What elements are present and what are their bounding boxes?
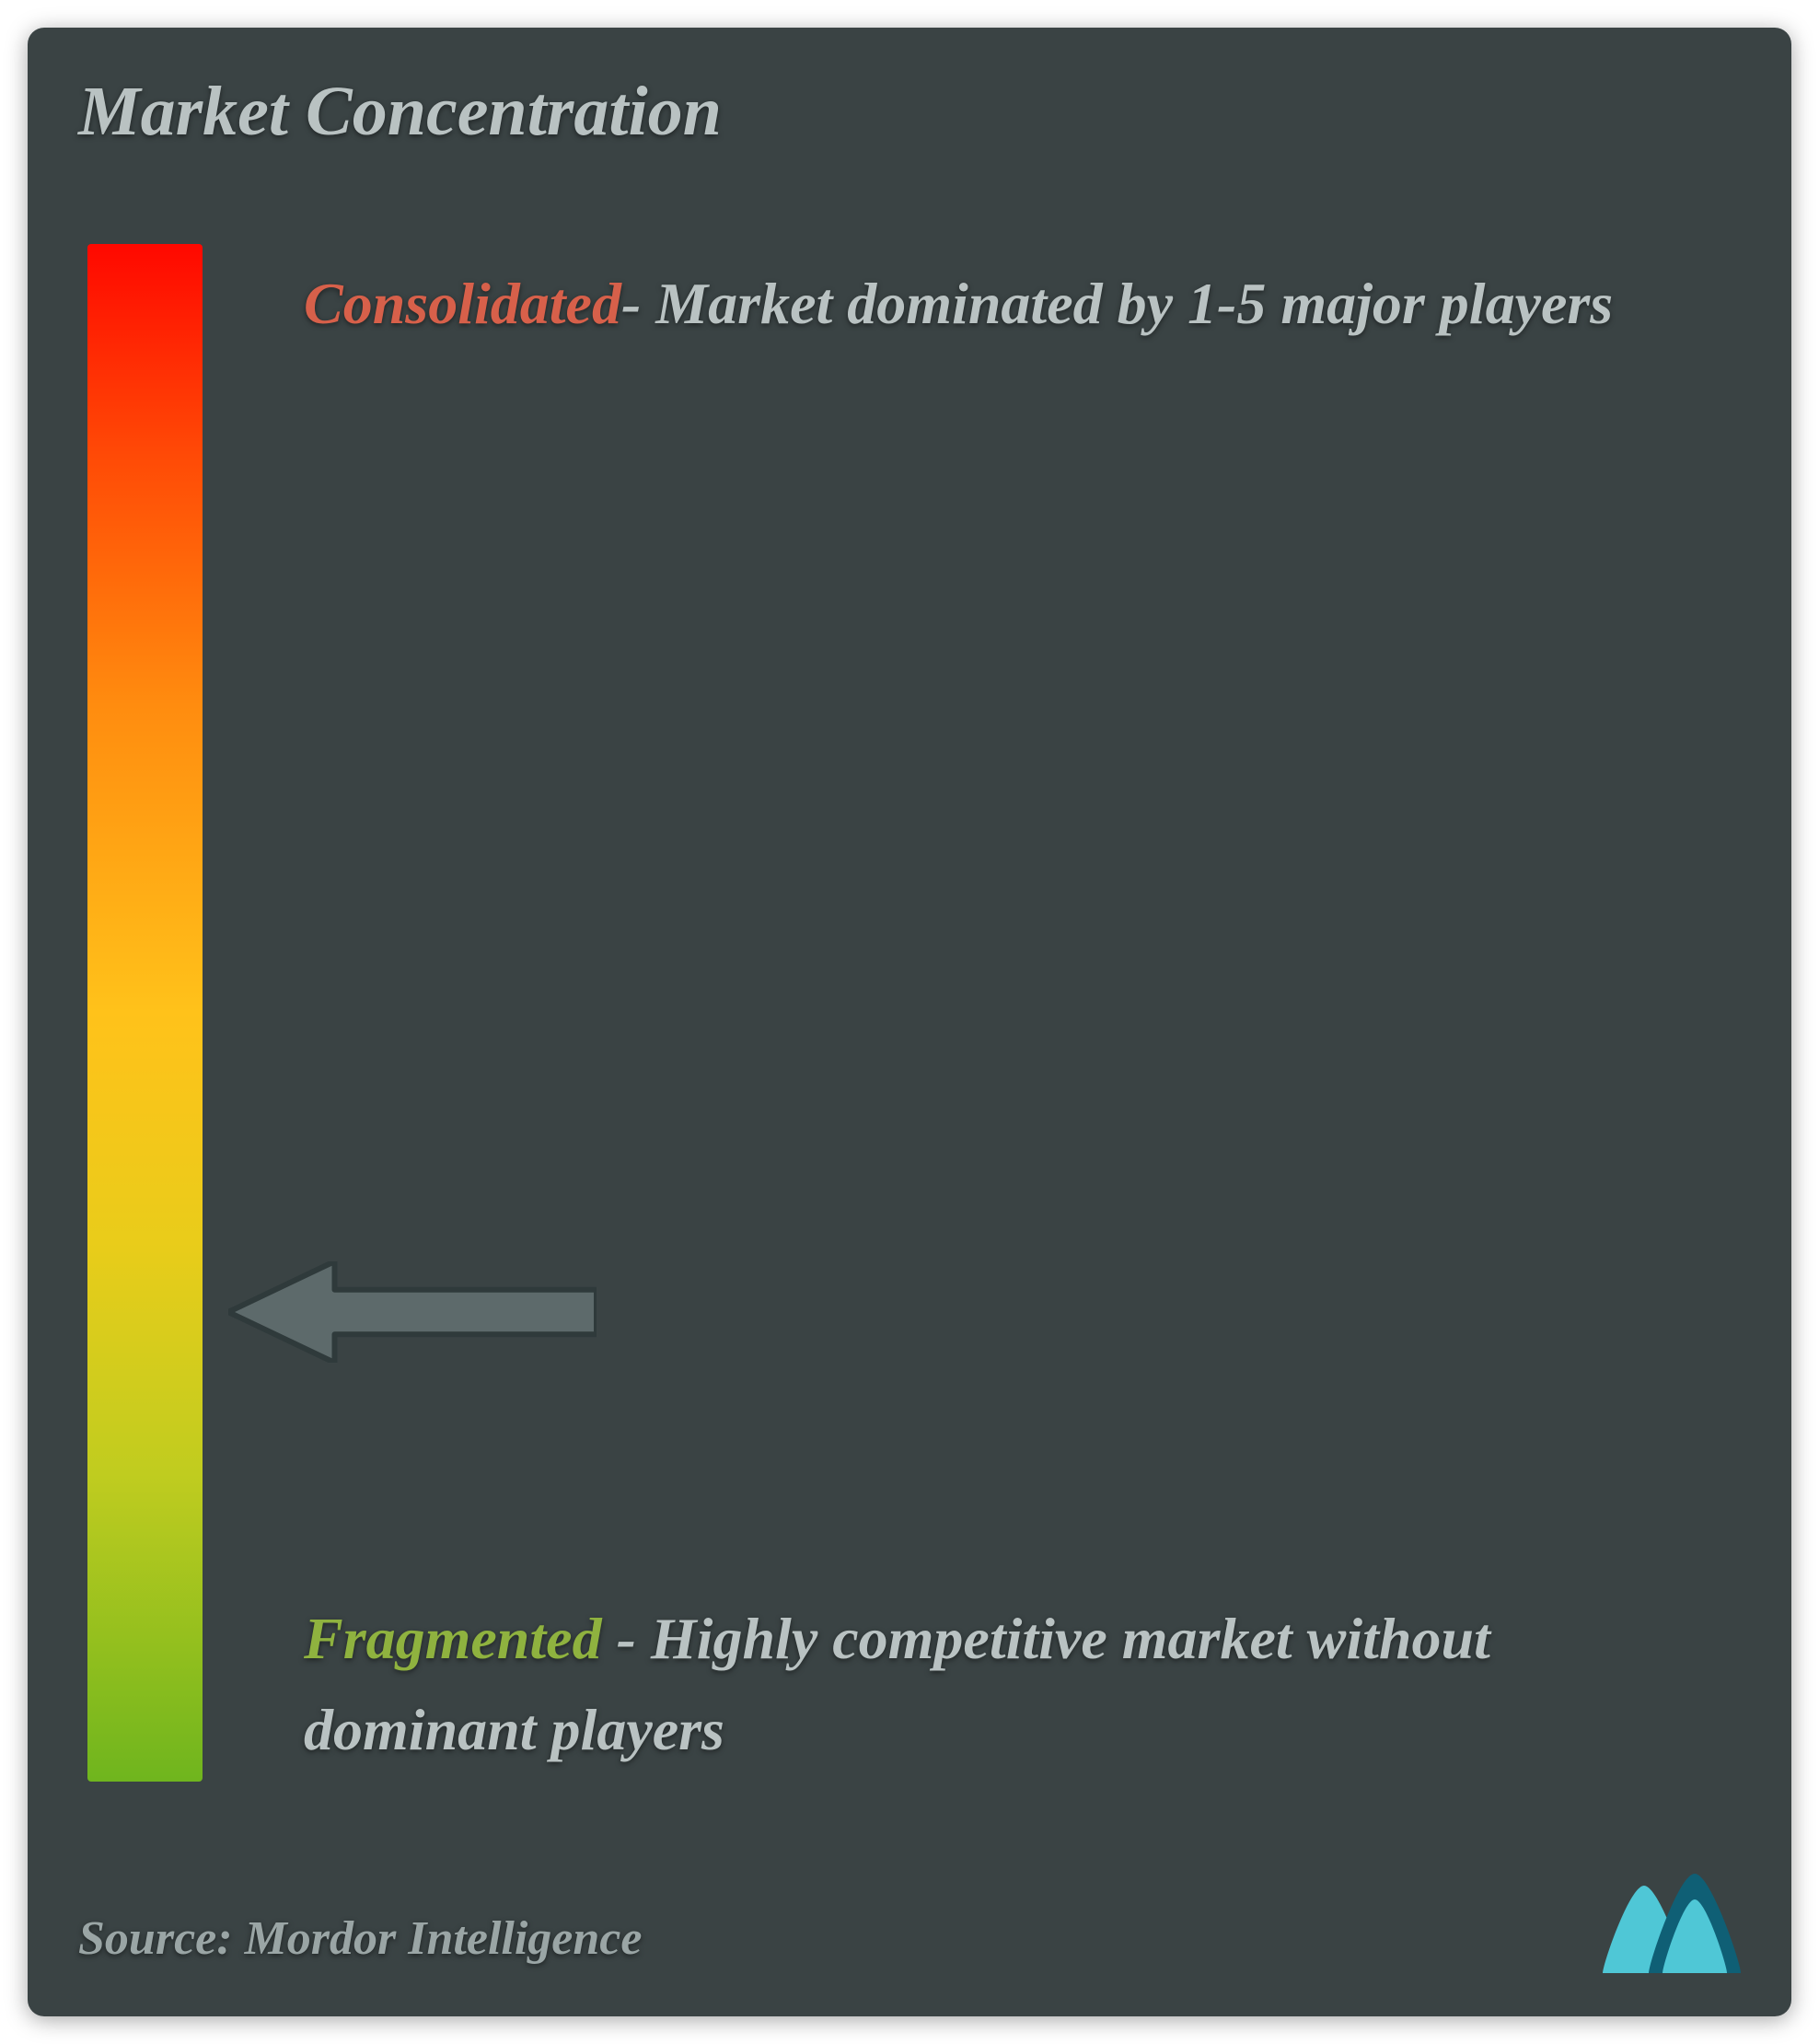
consolidated-description: - Market dominated by 1-5 major players xyxy=(621,271,1613,336)
consolidated-keyword: Consolidated xyxy=(304,271,621,336)
position-indicator-arrow xyxy=(228,1261,597,1363)
brand-logo-icon xyxy=(1603,1874,1741,1975)
source-attribution: Source: Mordor Intelligence xyxy=(78,1911,642,1966)
chart-title: Market Concentration xyxy=(78,72,722,152)
fragmented-keyword: Fragmented xyxy=(304,1606,602,1671)
fragmented-label: Fragmented - Highly competitive market w… xyxy=(304,1593,1731,1775)
source-value: Mordor Intelligence xyxy=(233,1912,643,1965)
concentration-gradient-bar xyxy=(87,244,203,1782)
consolidated-label: Consolidated- Market dominated by 1-5 ma… xyxy=(304,258,1731,349)
source-label: Source: xyxy=(78,1912,233,1965)
infographic-card: Market Concentration Consolidated- Marke… xyxy=(28,28,1791,2016)
